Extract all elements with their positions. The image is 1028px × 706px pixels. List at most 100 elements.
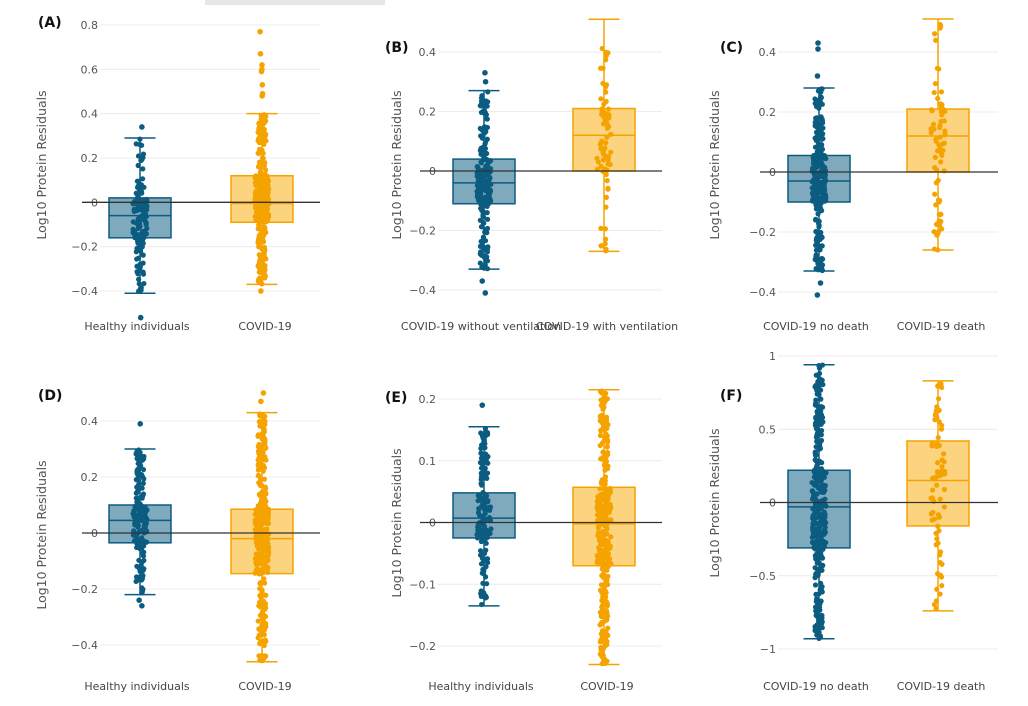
- data-point: [815, 211, 821, 217]
- data-point: [810, 527, 816, 533]
- data-point: [484, 559, 491, 566]
- data-point: [483, 128, 489, 135]
- panel-label: (C): [720, 40, 743, 56]
- data-point: [602, 145, 608, 151]
- y-tick-label: 0.6: [81, 63, 99, 76]
- data-point: [813, 247, 819, 253]
- data-point: [254, 527, 260, 533]
- data-point: [608, 534, 614, 540]
- data-point: [137, 568, 143, 574]
- data-point: [488, 526, 494, 532]
- data-point: [810, 521, 816, 527]
- x-category-label: Healthy individuals: [84, 320, 190, 333]
- data-point: [601, 559, 607, 565]
- data-point: [257, 612, 263, 619]
- data-point: [603, 204, 609, 210]
- data-point: [136, 577, 142, 583]
- data-point: [132, 229, 138, 235]
- data-point: [262, 442, 268, 448]
- data-point: [263, 621, 269, 627]
- data-point: [817, 519, 824, 525]
- data-point: [256, 419, 262, 425]
- data-point: [935, 197, 941, 203]
- data-point: [261, 141, 267, 147]
- data-point: [477, 243, 484, 249]
- data-point: [812, 565, 818, 571]
- data-point: [932, 411, 939, 417]
- data-point: [608, 131, 614, 137]
- data-point: [143, 528, 150, 534]
- data-point: [935, 435, 941, 441]
- data-point: [812, 575, 818, 581]
- data-point: [136, 189, 142, 195]
- data-point: [263, 167, 269, 173]
- data-point: [485, 165, 492, 171]
- data-point: [811, 474, 818, 480]
- data-point: [258, 245, 265, 251]
- data-point: [818, 466, 825, 472]
- data-point: [137, 261, 143, 268]
- data-point: [477, 548, 484, 554]
- data-point: [814, 527, 820, 533]
- data-point: [932, 417, 938, 423]
- data-point: [608, 149, 614, 155]
- data-point: [598, 428, 604, 434]
- outlier-point: [815, 46, 821, 52]
- data-point: [822, 512, 828, 518]
- data-point: [931, 601, 937, 608]
- box-group1: [452, 70, 516, 296]
- data-point: [929, 108, 935, 114]
- x-category-label: COVID-19 death: [897, 320, 986, 333]
- data-point: [484, 581, 490, 587]
- data-point: [605, 185, 611, 191]
- data-point: [140, 466, 147, 473]
- data-point: [142, 524, 148, 530]
- y-tick-label: −0.4: [71, 639, 98, 652]
- data-point: [259, 252, 265, 259]
- data-point: [819, 243, 825, 249]
- data-point: [603, 579, 610, 585]
- data-point: [256, 491, 263, 497]
- data-point: [941, 459, 947, 465]
- data-point: [259, 155, 266, 161]
- data-point: [480, 220, 486, 226]
- data-point: [599, 398, 606, 404]
- data-point: [260, 187, 266, 193]
- data-point: [941, 504, 947, 510]
- data-point: [261, 264, 268, 270]
- data-point: [603, 57, 609, 63]
- data-point: [478, 430, 484, 436]
- data-point: [258, 554, 264, 560]
- data-point: [812, 627, 818, 634]
- data-point: [816, 441, 823, 447]
- data-point: [255, 503, 261, 509]
- data-point: [595, 507, 601, 513]
- data-point: [603, 590, 609, 596]
- data-point: [814, 205, 820, 211]
- data-point: [134, 499, 140, 505]
- data-point: [599, 111, 605, 117]
- data-point: [139, 572, 145, 579]
- data-point: [818, 588, 824, 595]
- data-point: [140, 586, 146, 592]
- data-point: [598, 637, 604, 643]
- y-tick-label: 0.4: [419, 46, 437, 59]
- data-point: [822, 524, 828, 530]
- data-point: [597, 413, 604, 420]
- data-point: [257, 137, 264, 143]
- data-point: [265, 564, 271, 571]
- data-point: [480, 167, 486, 173]
- data-point: [933, 530, 939, 536]
- data-point: [133, 141, 139, 147]
- panel-label: (F): [720, 388, 742, 404]
- data-point: [938, 468, 945, 475]
- data-point: [478, 450, 484, 456]
- data-point: [939, 112, 945, 118]
- data-point: [812, 256, 818, 263]
- data-point: [257, 580, 263, 586]
- data-point: [603, 194, 609, 200]
- data-point: [937, 22, 943, 28]
- data-point: [602, 594, 609, 600]
- data-point: [822, 483, 828, 489]
